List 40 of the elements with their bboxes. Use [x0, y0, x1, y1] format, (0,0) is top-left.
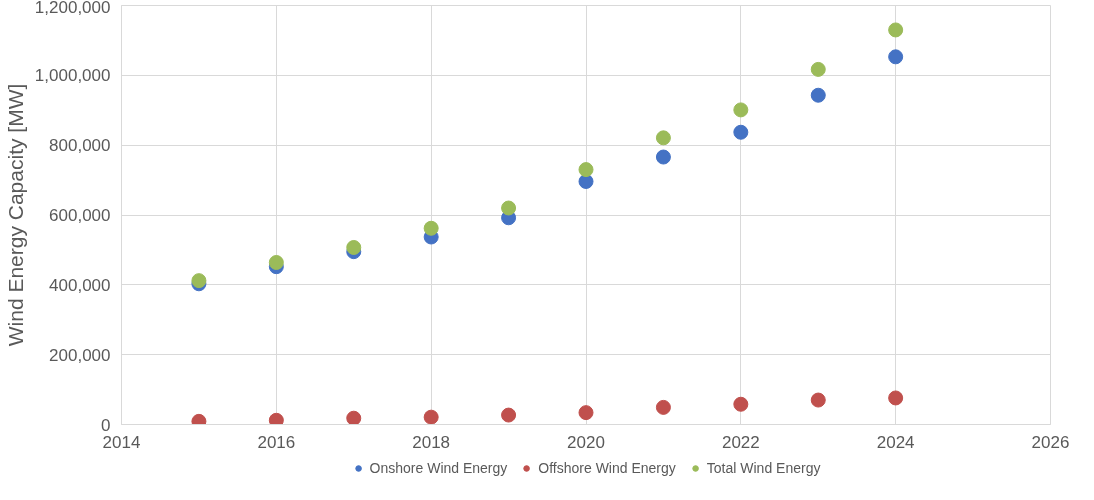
point: [810, 87, 826, 103]
x-tick-label: 2016: [257, 432, 296, 452]
x-tick-label: 2020: [567, 432, 605, 452]
point: [655, 130, 671, 146]
point: [346, 239, 362, 255]
point: [888, 390, 904, 406]
point: [578, 162, 594, 178]
y-tick-label: 1,200,000: [34, 0, 111, 17]
point: [733, 102, 749, 118]
point: [578, 405, 594, 421]
y-axis-title: Wind Energy Capacity [MW]: [3, 83, 27, 347]
point: [268, 412, 284, 425]
y-tick-label: 0: [101, 415, 111, 435]
y-tick-label: 800,000: [49, 136, 111, 156]
legend-label: Offshore Wind Energy: [538, 460, 676, 476]
y-tick-label: 200,000: [49, 345, 111, 365]
point: [501, 200, 517, 216]
y-tick-label: 600,000: [49, 206, 111, 225]
point: [810, 392, 826, 408]
x-tick-label: 2018: [412, 432, 451, 452]
legend-label: Total Wind Energy: [706, 460, 821, 476]
point: [655, 149, 671, 165]
point: [655, 399, 671, 415]
point: [423, 220, 439, 236]
point: [501, 407, 517, 423]
x-tick-label: 2024: [876, 432, 915, 452]
point: [733, 124, 749, 140]
x-tick-label: 2022: [721, 432, 760, 452]
point: [888, 22, 904, 38]
x-tick-label: 2014: [102, 432, 141, 452]
y-tick-label: 400,000: [49, 275, 111, 295]
y-tick-label: 1,000,000: [34, 66, 111, 86]
legend-label: Onshore Wind Energy: [369, 460, 508, 476]
x-tick-label: 2026: [1031, 432, 1070, 452]
point: [346, 410, 362, 425]
point: [423, 409, 439, 425]
point: [810, 61, 826, 77]
point: [733, 396, 749, 412]
point: [888, 49, 904, 65]
point: [268, 255, 284, 270]
